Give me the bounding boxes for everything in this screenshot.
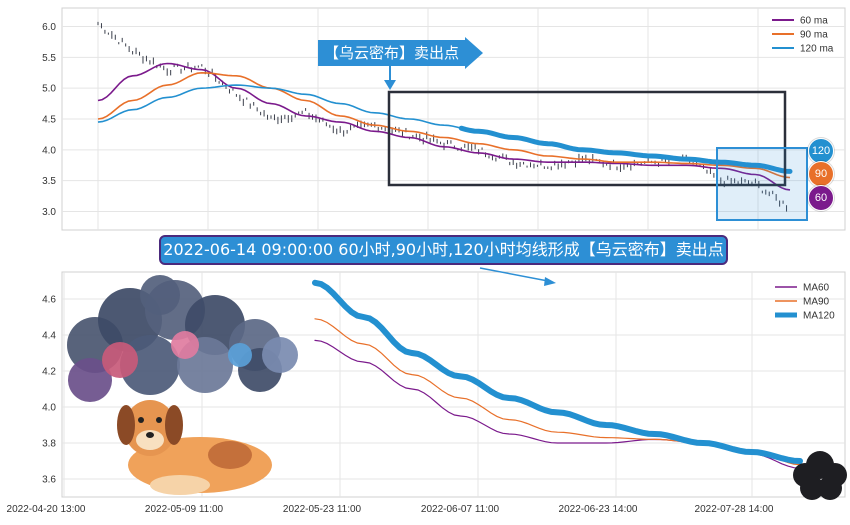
top-legend-label: 120 ma — [800, 44, 834, 55]
bottom-ytick-label: 4.4 — [42, 331, 56, 342]
bottom-line-MA120 — [312, 279, 803, 464]
top-ytick-label: 3.5 — [42, 176, 56, 187]
dark-highlight-box — [387, 90, 787, 187]
arrow-right-icon — [465, 37, 484, 69]
dark-cloud-puff — [800, 476, 824, 500]
top-callout-arrow: 【乌云密布】卖出点 — [318, 37, 484, 69]
banner-pointer-head — [544, 277, 556, 286]
bottom-ytick-label: 4.6 — [42, 295, 56, 306]
bottom-ytick-label: 3.8 — [42, 439, 56, 450]
badge-60: 60 — [808, 185, 834, 211]
dog-nose — [146, 432, 154, 438]
dog-illustration — [117, 400, 272, 495]
top-legend-label: 60 ma — [800, 16, 828, 27]
top-legend-label: 90 ma — [800, 30, 828, 41]
bottom-legend-label: MA90 — [803, 297, 830, 308]
bottom-legend-label: MA120 — [803, 311, 835, 322]
top-ytick-label: 5.0 — [42, 84, 56, 95]
bottom-ytick-label: 4.2 — [42, 367, 56, 378]
cloud-puff — [228, 343, 252, 367]
dark-cloud-puff — [818, 476, 842, 500]
cloud-puff — [140, 275, 180, 315]
blue-highlight-box — [716, 147, 808, 221]
cloud-puff — [102, 342, 138, 378]
top-ytick-label: 5.5 — [42, 53, 56, 64]
bottom-xtick-label: 2022-05-09 11:00 — [145, 504, 224, 515]
dark-cloud-illustration — [793, 451, 847, 500]
top-callout-label: 【乌云密布】卖出点 — [318, 40, 466, 66]
callout-pointer-head — [384, 80, 396, 90]
bottom-xtick-label: 2022-06-23 14:00 — [559, 504, 638, 515]
dog-muzzle — [136, 430, 164, 450]
dog-eye-right — [156, 417, 162, 423]
top-ytick-label: 4.5 — [42, 115, 56, 126]
dog-ear-right — [165, 405, 183, 445]
bottom-xtick-label: 2022-07-28 14:00 — [695, 504, 774, 515]
top-line-120-highlight — [458, 125, 793, 174]
dog-spot — [208, 441, 252, 469]
top-ytick-label: 4.0 — [42, 145, 56, 156]
bottom-xtick-label: 2022-05-23 11:00 — [283, 504, 362, 515]
cloud-puff — [262, 337, 298, 373]
storm-cloud-illustration — [67, 275, 298, 402]
top-ytick-label: 3.0 — [42, 207, 56, 218]
banner-pointer-line — [479, 267, 549, 282]
bottom-xtick-label: 2022-04-20 13:00 — [7, 504, 86, 515]
cloud-puff — [120, 335, 180, 395]
cloud-puff — [68, 358, 112, 402]
badge-90: 90 — [808, 161, 834, 187]
cloud-puff — [171, 331, 199, 359]
dog-paws — [150, 475, 210, 495]
top-line-90-ma — [97, 71, 791, 179]
bottom-ytick-label: 3.6 — [42, 475, 56, 486]
signal-banner: 2022-06-14 09:00:00 60小时,90小时,120小时均线形成【… — [159, 235, 728, 265]
bottom-ytick-label: 4.0 — [42, 403, 56, 414]
bottom-legend-label: MA60 — [803, 283, 830, 294]
bottom-xtick-label: 2022-06-07 11:00 — [421, 504, 500, 515]
dog-ear-left — [117, 405, 135, 445]
top-line-60-ma — [97, 62, 791, 191]
top-ytick-label: 6.0 — [42, 22, 56, 33]
dog-eye-left — [138, 417, 144, 423]
